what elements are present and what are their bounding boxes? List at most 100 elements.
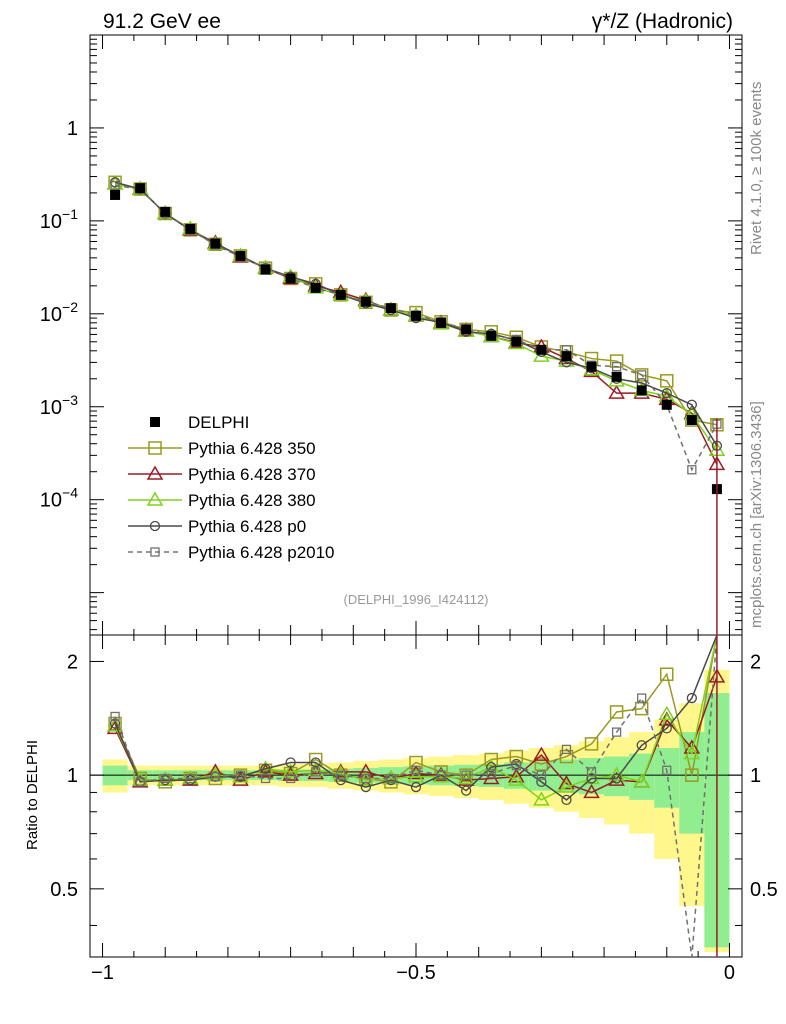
ratio-point [260, 773, 271, 784]
ratio-point [282, 763, 299, 778]
ratio-point [662, 765, 672, 775]
ratio-point [285, 773, 296, 784]
legend-marker [148, 441, 162, 455]
data-point [611, 371, 622, 382]
ratio-point [586, 773, 597, 784]
data-point [536, 344, 547, 355]
ratio-point [508, 768, 525, 783]
ratio-y-tick-label-right: 1 [750, 765, 761, 787]
data-point [686, 415, 697, 426]
ratio-plot-series [106, 634, 726, 958]
legend-label: Pythia 6.428 370 [188, 465, 316, 484]
ratio-point [586, 767, 597, 777]
data-point [385, 303, 396, 314]
series-point [687, 465, 697, 475]
ratio-point [160, 773, 170, 784]
ratio-point [386, 773, 396, 784]
data-point [235, 250, 246, 261]
ratio-point [558, 778, 575, 793]
y-tick-label: 10−3 [40, 392, 78, 419]
ratio-point [357, 763, 375, 778]
ratio-point [561, 744, 572, 755]
legend-marker [149, 520, 161, 532]
data-point [110, 189, 121, 200]
series-point [660, 374, 674, 388]
ratio-axis-label: Ratio to DELPHI [24, 740, 41, 850]
y-tick-label: 10−2 [40, 299, 78, 326]
legend-label: Pythia 6.428 p0 [188, 517, 306, 536]
legend-label: Pythia 6.428 p2010 [188, 543, 335, 562]
legend-marker [150, 417, 160, 427]
ratio-point [484, 752, 498, 767]
data-point [511, 336, 522, 347]
ratio-point [310, 757, 321, 768]
ratio-y-tick-label-right: 2 [750, 651, 761, 673]
x-tick-label: −1 [91, 962, 114, 984]
series-point [661, 388, 672, 399]
ratio-line-0 [114, 634, 718, 783]
ratio-point [658, 705, 676, 720]
ratio-point [609, 705, 624, 719]
data-point [486, 330, 497, 341]
data-point [636, 385, 647, 396]
series-point [634, 368, 649, 382]
y-tick-label: 1 [67, 118, 78, 140]
data-point [335, 289, 346, 300]
ratio-point [285, 757, 296, 768]
ratio-y-tick-label: 0.5 [50, 879, 78, 901]
ratio-point [686, 692, 697, 704]
series-point [110, 180, 120, 191]
data-point [586, 361, 597, 372]
ratio-point [511, 760, 521, 771]
series-point [611, 362, 622, 372]
plot-title-right: γ*/Z (Hadronic) [592, 10, 733, 33]
ratio-point [508, 771, 525, 786]
data-point [285, 273, 296, 284]
x-tick-label: 0 [724, 962, 735, 984]
data-point [436, 317, 447, 328]
data-point [461, 324, 472, 335]
x-tick-label: −0.5 [396, 962, 435, 984]
ratio-point [683, 745, 701, 760]
ratio-point [311, 767, 321, 777]
ratio-point [461, 770, 471, 780]
series-point [686, 399, 697, 410]
legend-marker [150, 547, 160, 557]
ratio-point [611, 773, 622, 784]
ratio-line-2 [114, 634, 718, 801]
series-point [608, 384, 625, 399]
ratio-point [411, 765, 421, 775]
ratio-point [185, 773, 195, 784]
legend-label: Pythia 6.428 350 [188, 439, 316, 458]
ratio-point [260, 763, 271, 774]
ratio-point [436, 770, 446, 780]
data-point [411, 310, 421, 321]
ratio-point [636, 740, 647, 751]
legend-marker [146, 465, 164, 480]
band-stat [654, 747, 680, 808]
ratio-point [235, 770, 246, 780]
rivet-version-label: Rivet 4.1.0, ≥ 100k events [748, 82, 765, 255]
data-point [135, 183, 146, 194]
ratio-point [361, 773, 371, 784]
legend: DELPHI Pythia 6.428 350 Pythia 6.428 370 Py… [128, 413, 335, 562]
ratio-y-tick-label: 1 [67, 765, 78, 787]
ratio-point [110, 711, 120, 722]
ratio-point [633, 773, 650, 788]
ratio-point [660, 667, 674, 681]
ratio-point [685, 768, 699, 782]
data-point [210, 238, 221, 249]
ratio-point [561, 794, 572, 806]
ratio-point [558, 775, 575, 790]
ratio-point [336, 770, 346, 780]
analysis-label: (DELPHI_1996_I424112) [343, 592, 488, 607]
mcplots-label: mcplots.cern.ch [arXiv:1306.3436] [748, 401, 765, 628]
legend-label: Pythia 6.428 380 [188, 491, 316, 510]
ratio-point [611, 727, 622, 737]
data-point [260, 264, 271, 275]
ratio-point [637, 693, 647, 703]
legend-marker [146, 491, 164, 506]
y-tick-label: 10−4 [40, 485, 78, 512]
data-point [661, 399, 672, 410]
